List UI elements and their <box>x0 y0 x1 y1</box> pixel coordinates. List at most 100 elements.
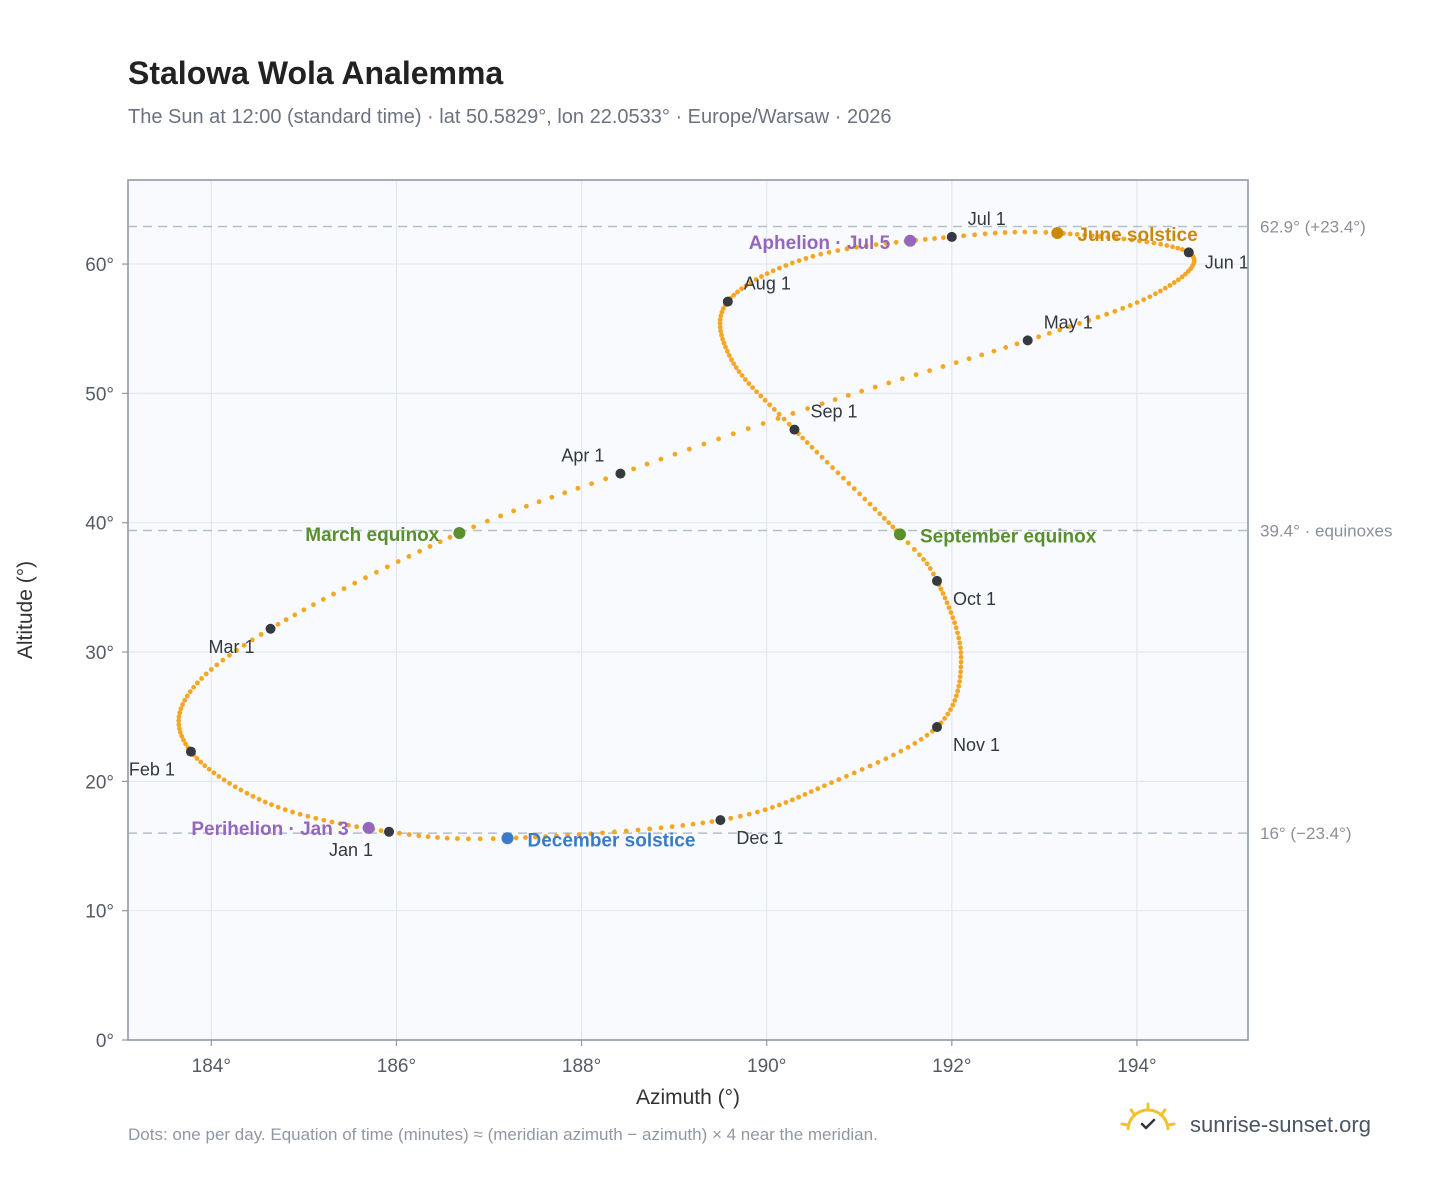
daily-dot <box>1022 229 1028 235</box>
daily-dot <box>1147 294 1153 300</box>
daily-dot <box>1144 239 1150 245</box>
daily-dot <box>417 548 422 554</box>
daily-dot <box>953 625 959 631</box>
daily-dot <box>363 575 368 581</box>
event-marker <box>453 527 466 540</box>
daily-dot <box>180 702 185 707</box>
daily-dot <box>1043 229 1049 235</box>
daily-dot <box>1170 244 1176 250</box>
daily-dot <box>872 384 878 390</box>
daily-dot <box>275 621 281 627</box>
daily-dot <box>719 309 725 315</box>
daily-dot <box>770 805 775 810</box>
daily-dot <box>1129 237 1135 243</box>
daily-dot <box>755 809 760 815</box>
daily-dot <box>956 683 962 689</box>
daily-dot <box>178 706 184 712</box>
daily-dot <box>883 756 889 762</box>
daily-dot <box>346 822 351 828</box>
daily-dot <box>669 824 675 830</box>
daily-dot <box>374 569 379 575</box>
daily-dot <box>924 561 930 567</box>
daily-dot <box>384 564 390 570</box>
daily-dot <box>814 449 820 455</box>
daily-dot <box>549 494 555 500</box>
daily-dot <box>1120 305 1126 311</box>
daily-dot <box>221 777 227 783</box>
x-tick-label: 184° <box>192 1056 231 1077</box>
daily-dot <box>955 688 961 694</box>
daily-dot <box>743 283 749 288</box>
daily-dot <box>905 540 911 546</box>
daily-dot <box>447 534 453 540</box>
daily-dot <box>1104 311 1110 317</box>
month-marker <box>185 746 196 757</box>
month-marker <box>722 296 733 307</box>
daily-dot <box>198 759 204 765</box>
daily-dot <box>796 258 802 264</box>
daily-dot <box>1167 283 1173 288</box>
daily-dot <box>762 397 768 403</box>
daily-dot <box>819 454 825 460</box>
daily-dot <box>1121 236 1127 242</box>
event-marker-label: Perihelion · Jan 3 <box>191 819 348 840</box>
daily-dot <box>672 451 678 457</box>
daily-dot <box>427 544 433 549</box>
daily-dot <box>945 711 951 717</box>
daily-dot <box>227 780 232 786</box>
daily-dot <box>220 657 226 663</box>
daily-dot <box>183 741 189 747</box>
daily-dot <box>658 825 664 831</box>
daily-dot <box>723 344 728 350</box>
daily-dot <box>746 811 752 817</box>
x-tick-label: 186° <box>377 1056 416 1077</box>
daily-dot <box>944 600 950 606</box>
daily-dot <box>603 476 609 482</box>
month-marker-label: Nov 1 <box>953 735 1000 755</box>
month-marker-label: May 1 <box>1044 312 1093 332</box>
daily-dot <box>958 669 964 675</box>
y-axis-title: Altitude (°) <box>14 561 37 659</box>
daily-dot <box>952 620 957 626</box>
daily-dot <box>341 586 347 592</box>
daily-dot <box>406 832 412 837</box>
daily-dot <box>950 702 956 708</box>
daily-dot <box>809 444 815 450</box>
daily-dot <box>775 416 781 421</box>
y-tick-label: 50° <box>85 384 114 405</box>
daily-dot <box>1036 334 1042 340</box>
daily-dot <box>742 377 748 382</box>
daily-dot <box>718 328 724 334</box>
daily-dot <box>819 401 825 407</box>
month-marker <box>615 468 626 479</box>
daily-dot <box>329 819 335 825</box>
daily-dot <box>810 253 816 259</box>
daily-dot <box>822 783 827 789</box>
daily-dot <box>873 242 879 248</box>
daily-dot <box>182 697 188 703</box>
month-marker-label: Sep 1 <box>810 402 857 422</box>
daily-dot <box>416 833 422 839</box>
daily-dot <box>565 832 571 838</box>
y-tick-label: 40° <box>85 514 114 535</box>
daily-dot <box>232 784 238 790</box>
daily-dot <box>716 436 721 442</box>
daily-dot <box>762 807 768 813</box>
event-marker-label: March equinox <box>305 525 440 546</box>
daily-dot <box>931 571 936 577</box>
daily-dot <box>397 830 402 836</box>
reference-lines: 62.9° (+23.4°) 39.4° · equinoxes 16° (−23.… <box>128 218 1393 843</box>
daily-dot <box>859 388 865 394</box>
daily-dot <box>523 503 529 509</box>
daily-dot <box>992 230 998 236</box>
daily-dot <box>731 361 737 367</box>
daily-dot <box>477 836 483 842</box>
daily-dot <box>753 277 759 282</box>
daily-dot <box>729 357 734 363</box>
daily-dot <box>176 722 182 728</box>
daily-dot <box>760 421 766 426</box>
daily-dot <box>275 804 281 810</box>
daily-dot <box>739 286 744 292</box>
daily-dot <box>726 353 732 358</box>
daily-dot <box>961 233 966 239</box>
